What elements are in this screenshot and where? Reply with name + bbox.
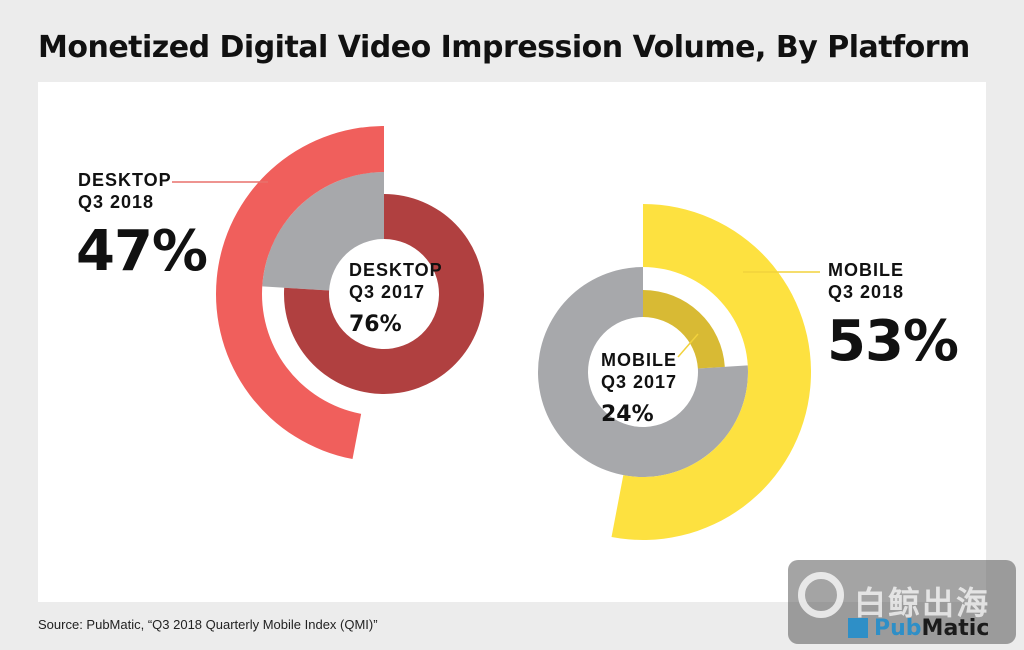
mobile-2017-label-line1: MOBILE bbox=[601, 350, 677, 370]
mobile-2017-desktop-share-arc bbox=[538, 267, 748, 477]
mobile-2018-value: 53% bbox=[827, 309, 959, 374]
brand-matic: Matic bbox=[921, 615, 990, 641]
pubmatic-logo: PubMatic bbox=[848, 615, 990, 641]
mobile-2017-arc bbox=[643, 290, 725, 369]
desktop-2018-arc bbox=[215, 126, 384, 460]
mobile-2018-arc bbox=[611, 204, 812, 540]
desktop-2018-label-line1: DESKTOP bbox=[78, 170, 172, 190]
mobile-2018-label-line1: MOBILE bbox=[828, 260, 904, 280]
mobile-2017-value: 24% bbox=[601, 402, 654, 427]
watermark-text: 白鲸出海 bbox=[854, 584, 991, 622]
pubmatic-mark-icon bbox=[848, 618, 868, 638]
desktop-2017-value: 76% bbox=[349, 312, 402, 337]
watermark: 白鲸出海 bbox=[788, 560, 1016, 644]
desktop-2017-label-line2: Q3 2017 bbox=[349, 282, 426, 302]
donut-charts bbox=[172, 126, 820, 540]
brand-pub: Pub bbox=[874, 615, 922, 641]
watermark-logo-icon bbox=[798, 572, 844, 618]
desktop-2018-value: 47% bbox=[76, 219, 208, 284]
mobile-donut bbox=[538, 204, 812, 540]
mobile-2018-label-line2: Q3 2018 bbox=[828, 282, 905, 302]
source-note: Source: PubMatic, “Q3 2018 Quarterly Mob… bbox=[38, 617, 378, 632]
mobile-2017-label-line2: Q3 2017 bbox=[601, 372, 678, 392]
desktop-2017-arc bbox=[284, 194, 484, 394]
chart-title: Monetized Digital Video Impression Volum… bbox=[38, 30, 970, 65]
desktop-2017-mobile-share-arc bbox=[262, 172, 384, 291]
leader-lines bbox=[172, 181, 820, 358]
desktop-2017-label-line1: DESKTOP bbox=[349, 260, 443, 280]
mobile-2017-leader-line bbox=[677, 333, 699, 358]
desktop-2018-label-line2: Q3 2018 bbox=[78, 192, 155, 212]
chart-panel: DESKTOP Q3 2018 47% DESKTOP Q3 2017 76% … bbox=[38, 82, 986, 602]
desktop-donut bbox=[215, 126, 484, 460]
